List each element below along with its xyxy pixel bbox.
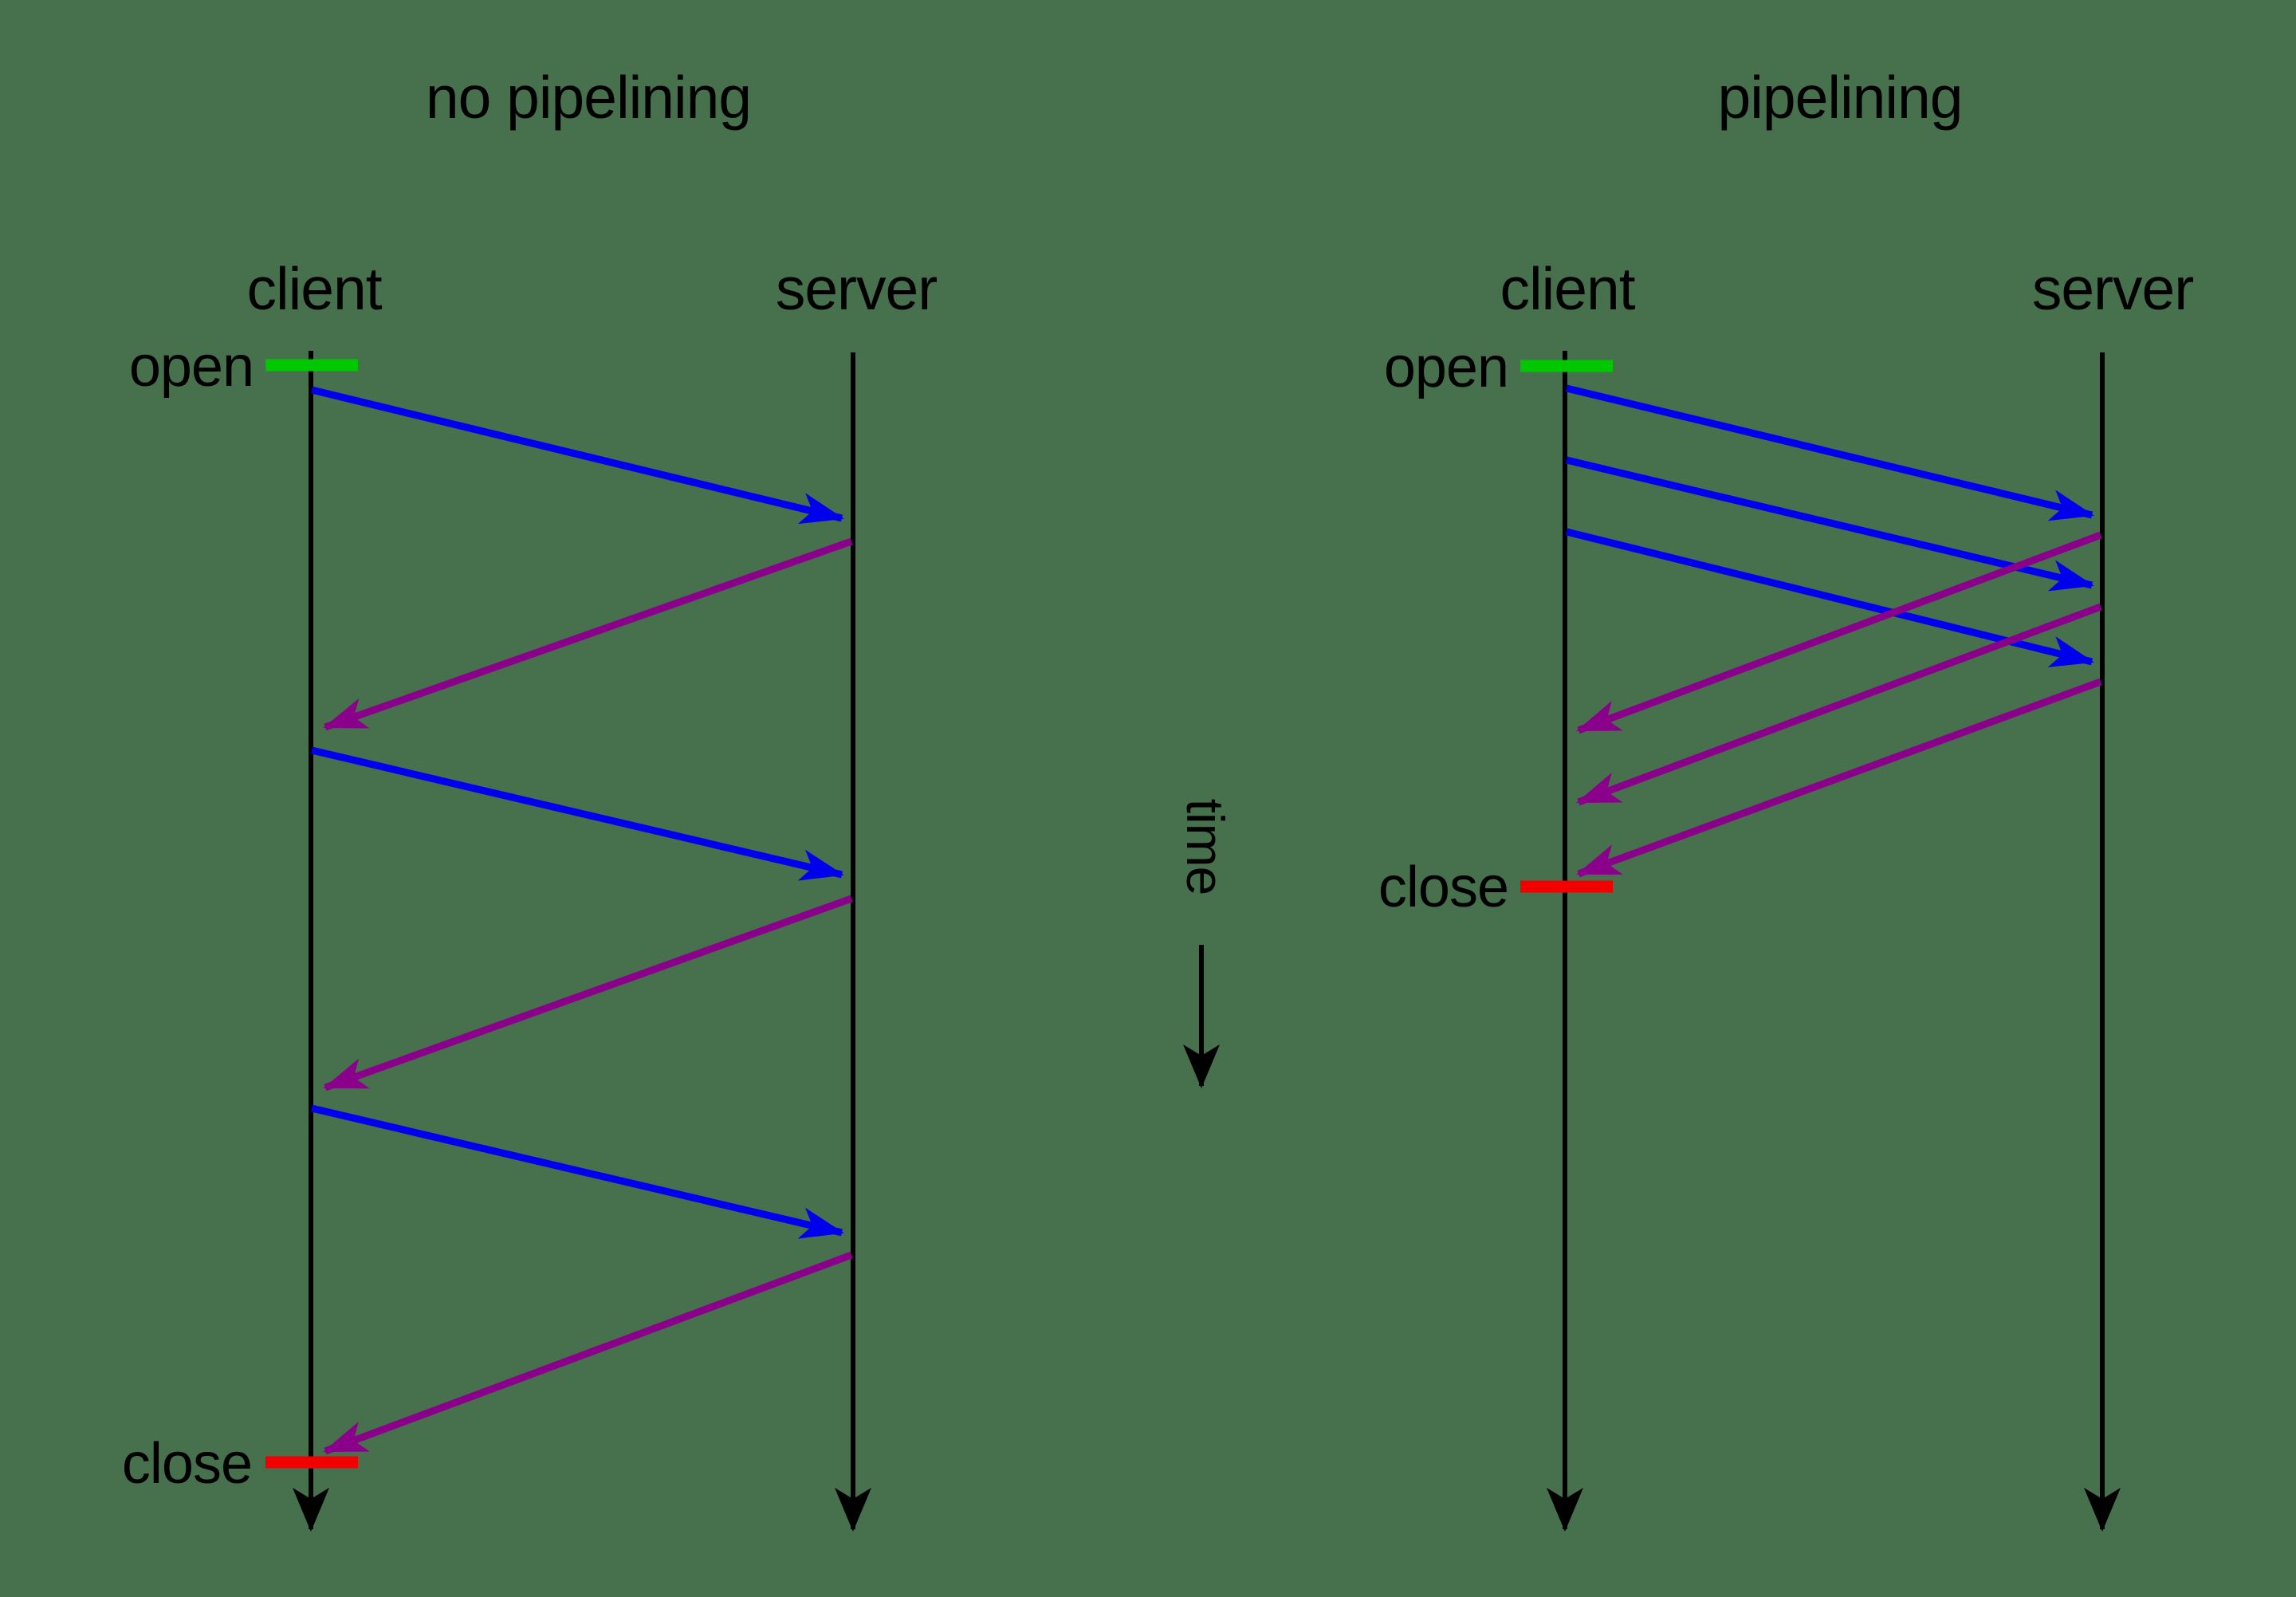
- request-arrow: [310, 1104, 844, 1239]
- right-client-label: client: [1500, 255, 1635, 322]
- request-arrow: [1565, 456, 2094, 592]
- response-arrow: [1576, 531, 2102, 734]
- request-arrow: [1565, 384, 2094, 521]
- response-arrow: [323, 895, 853, 1092]
- diagram-strokes: [265, 351, 2121, 1532]
- time-axis-label: time: [1176, 799, 1235, 895]
- right-open-label: open: [1384, 336, 1508, 399]
- request-arrow: [310, 386, 844, 525]
- left-server-label: server: [776, 255, 937, 322]
- left-client-label: client: [246, 255, 382, 322]
- response-arrow: [323, 1251, 853, 1455]
- right-close-label: close: [1378, 856, 1508, 919]
- response-arrow: [1576, 603, 2102, 806]
- left-open-label: open: [129, 335, 254, 399]
- right-panel-title: pipelining: [1718, 64, 1963, 131]
- left-close-label: close: [122, 1432, 252, 1496]
- response-arrow: [323, 537, 853, 731]
- right-server-label: server: [2032, 255, 2193, 322]
- left-panel-title: no pipelining: [426, 64, 751, 131]
- request-arrow: [310, 746, 844, 881]
- response-arrow: [1576, 678, 2102, 878]
